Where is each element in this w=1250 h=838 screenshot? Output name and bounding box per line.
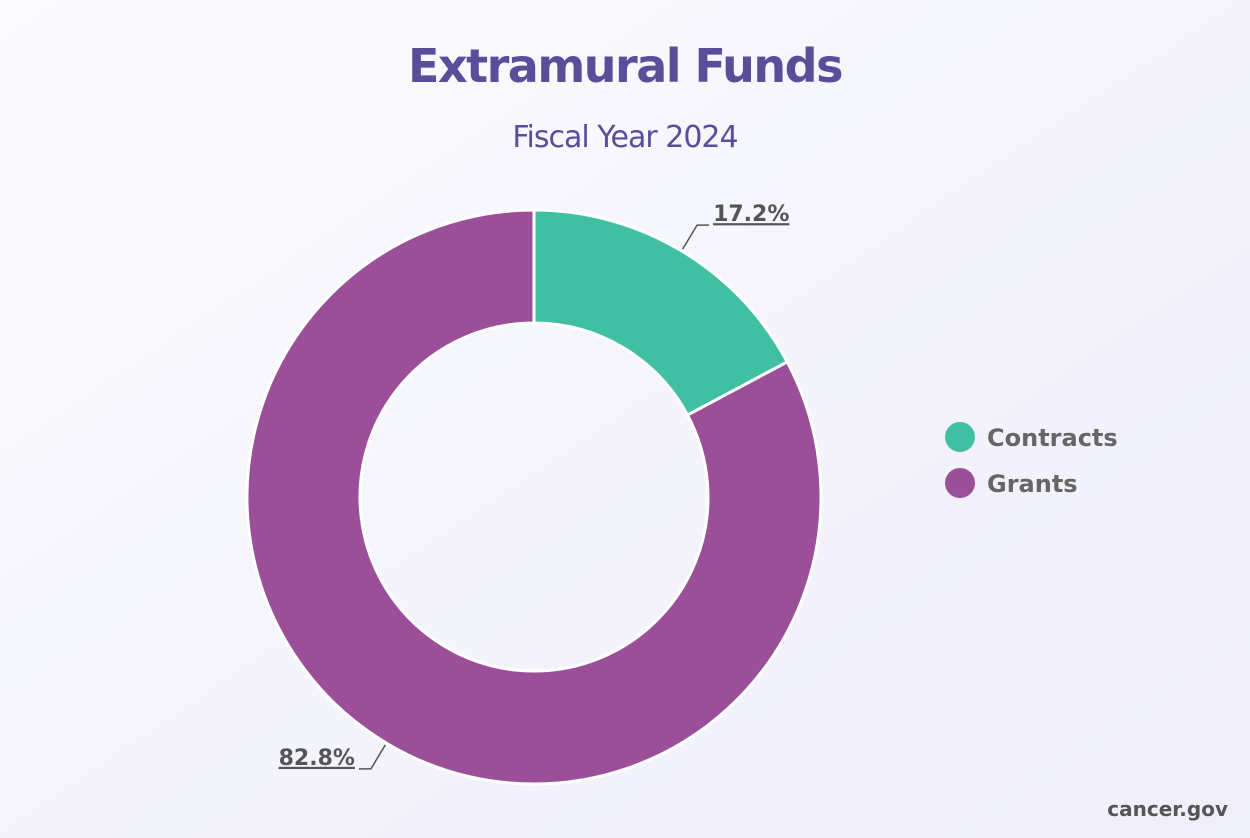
legend-swatch <box>945 468 975 498</box>
legend-label: Grants <box>987 470 1078 498</box>
chart-subtitle: Fiscal Year 2024 <box>512 120 737 155</box>
slice <box>245 208 823 786</box>
chart-title: Extramural Funds <box>408 39 842 93</box>
legend-swatch <box>945 422 975 452</box>
plot: 17.2% 82.8% Contracts Grants <box>245 202 1118 786</box>
data-label: 17.2% <box>713 202 789 227</box>
data-label: 82.8% <box>279 746 355 771</box>
source: cancer.gov <box>1107 797 1228 821</box>
legend-label: Contracts <box>987 424 1118 452</box>
leader-line <box>358 744 386 770</box>
leader-line <box>682 224 710 250</box>
